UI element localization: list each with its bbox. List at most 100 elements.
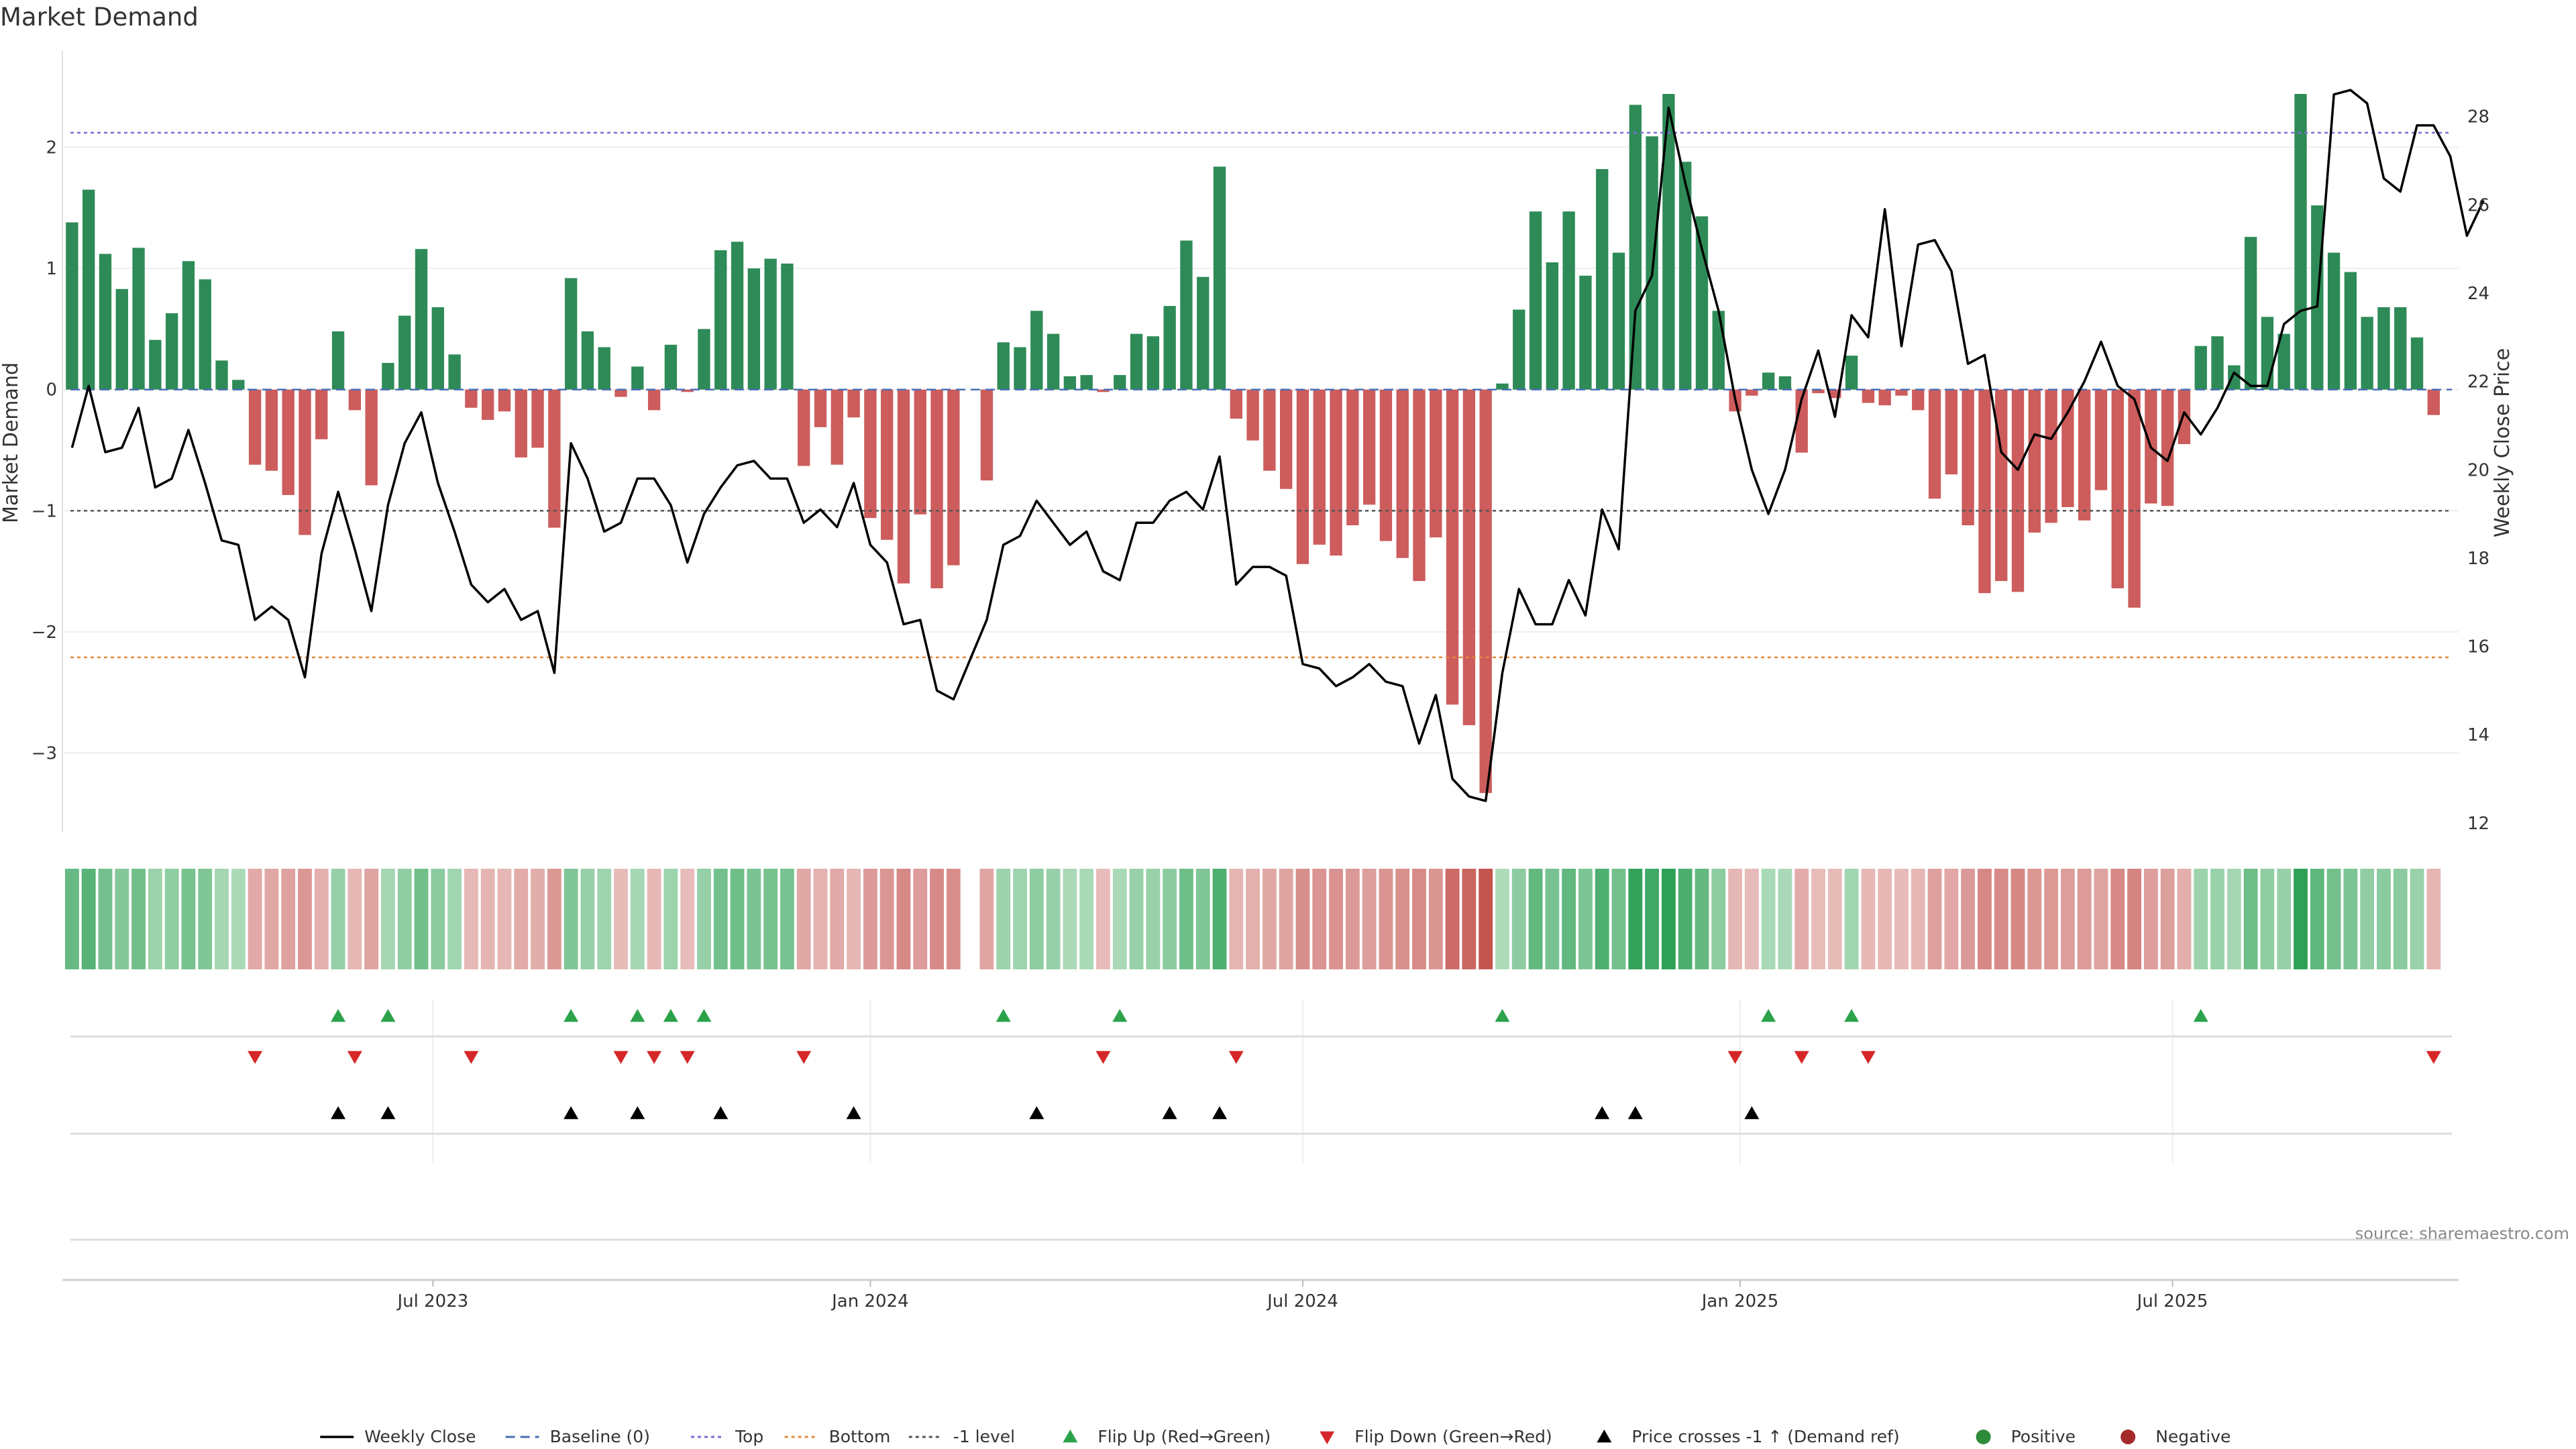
flip-up-marker xyxy=(2193,1009,2208,1022)
legend-label: Top xyxy=(735,1427,763,1446)
flip-down-marker xyxy=(680,1051,695,1064)
demand-bar xyxy=(847,389,860,418)
demand-bar xyxy=(1430,389,1442,538)
y2-tick-label: 14 xyxy=(2467,725,2489,745)
heat-cell xyxy=(1994,869,2008,969)
heat-cell xyxy=(131,869,146,969)
heat-cell xyxy=(580,869,595,969)
demand-bar xyxy=(548,389,561,528)
demand-bar xyxy=(1529,211,1542,390)
demand-bar xyxy=(1346,389,1359,526)
heat-cell xyxy=(2294,869,2308,969)
demand-bar xyxy=(1263,389,1276,471)
heat-cell xyxy=(730,869,745,969)
heat-cell xyxy=(115,869,129,969)
demand-bar xyxy=(731,241,744,390)
price-cross-marker xyxy=(1595,1106,1610,1120)
heat-cell xyxy=(1013,869,1027,969)
heat-cell xyxy=(1661,869,1676,969)
heat-cell xyxy=(747,869,761,969)
legend-swatch xyxy=(1320,1431,1335,1444)
y2-tick-label: 12 xyxy=(2467,814,2489,834)
y-tick-label: −2 xyxy=(32,623,57,643)
demand-bar xyxy=(99,254,112,390)
heat-cell xyxy=(2044,869,2059,969)
demand-bar xyxy=(2061,389,2074,507)
heat-cell xyxy=(431,869,445,969)
flip-up-marker xyxy=(564,1009,579,1022)
demand-bar xyxy=(2427,389,2440,415)
demand-bar xyxy=(681,389,694,392)
x-tick-label: Jul 2023 xyxy=(396,1291,468,1311)
flip-up-marker xyxy=(380,1009,396,1022)
price-cross-marker xyxy=(1627,1106,1643,1120)
heat-cell xyxy=(2377,869,2391,969)
heat-cell xyxy=(2393,869,2408,969)
demand-bar xyxy=(215,360,228,390)
heat-cell xyxy=(98,869,113,969)
heat-cell xyxy=(547,869,561,969)
flip-down-marker xyxy=(2426,1051,2441,1064)
x-tick-label: Jul 2025 xyxy=(2136,1291,2208,1311)
legend-swatch xyxy=(1597,1430,1612,1443)
demand-bar xyxy=(798,389,810,466)
demand-bar xyxy=(1413,389,1426,582)
demand-bar xyxy=(2294,94,2307,390)
heat-cell xyxy=(514,869,529,969)
flip-up-marker xyxy=(696,1009,712,1022)
price-cross-marker xyxy=(331,1106,346,1120)
heat-cell xyxy=(847,869,861,969)
demand-bar xyxy=(1795,389,1808,453)
heat-cell xyxy=(2160,869,2175,969)
heat-cell xyxy=(2094,869,2108,969)
legend-swatch xyxy=(2121,1430,2136,1444)
y2-tick-label: 20 xyxy=(2467,460,2489,480)
heat-cell xyxy=(763,869,778,969)
heat-cell xyxy=(2110,869,2125,969)
heat-cell xyxy=(497,869,512,969)
demand-bar xyxy=(232,380,245,390)
demand-bar xyxy=(1845,356,1858,390)
y-tick-label: 1 xyxy=(46,259,57,279)
heat-cell xyxy=(181,869,196,969)
flip-down-marker xyxy=(647,1051,662,1064)
legend-label: Weekly Close xyxy=(364,1427,476,1446)
heat-cell xyxy=(1562,869,1576,969)
price-cross-marker xyxy=(1162,1106,1177,1120)
heat-cell xyxy=(1079,869,1094,969)
flip-down-marker xyxy=(1727,1051,1743,1064)
heat-cell xyxy=(164,869,179,969)
legend-item: Top xyxy=(691,1427,763,1446)
demand-bar xyxy=(1080,375,1093,390)
demand-bar xyxy=(149,339,162,390)
heat-cell xyxy=(1246,869,1260,969)
y-tick-label: 0 xyxy=(46,380,57,400)
demand-bar xyxy=(764,258,777,390)
demand-bar xyxy=(1462,389,1476,726)
demand-bar xyxy=(781,263,794,390)
heat-cell xyxy=(1179,869,1193,969)
price-cross-marker xyxy=(630,1106,645,1120)
y2-tick-label: 24 xyxy=(2467,284,2489,304)
heat-cell xyxy=(1295,869,1310,969)
heat-cell xyxy=(248,869,262,969)
legend-item: -1 level xyxy=(908,1427,1015,1446)
demand-bar xyxy=(1928,389,1941,499)
demand-bar xyxy=(1163,306,1176,390)
weekly-close-line xyxy=(70,89,2485,802)
heat-cell xyxy=(464,869,478,969)
flip-down-marker xyxy=(1860,1051,1876,1064)
legend-item: Baseline (0) xyxy=(505,1427,650,1446)
demand-bar xyxy=(182,261,195,390)
flip-up-marker xyxy=(663,1009,678,1022)
demand-bar xyxy=(382,363,394,390)
demand-bar xyxy=(830,389,843,465)
demand-bar xyxy=(997,342,1010,390)
heat-cell xyxy=(1462,869,1477,969)
x-tick-label: Jul 2024 xyxy=(1266,1291,1338,1311)
heat-cell xyxy=(780,869,794,969)
heat-cell xyxy=(2077,869,2092,969)
demand-bar xyxy=(1396,389,1409,558)
demand-bar xyxy=(1878,389,1891,406)
heat-cell xyxy=(979,869,994,969)
